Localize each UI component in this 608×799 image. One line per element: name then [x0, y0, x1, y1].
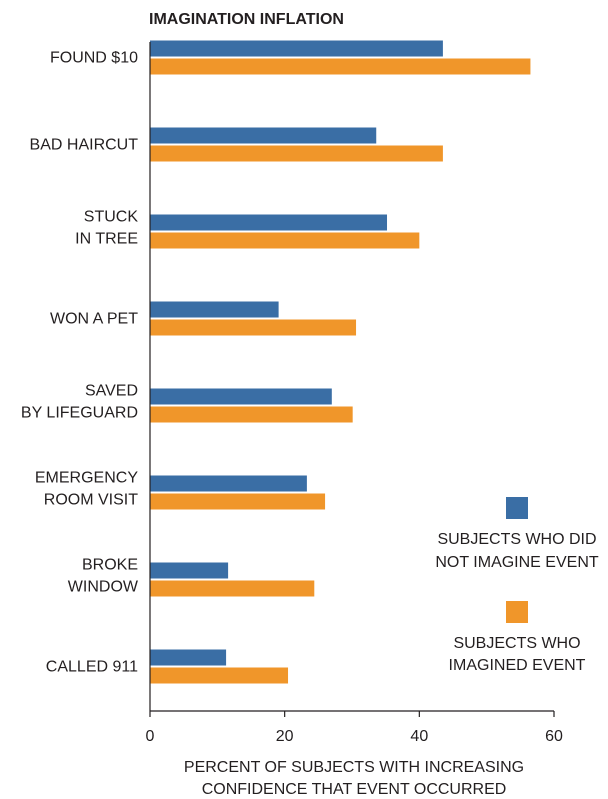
- x-axis-label-line-1: PERCENT OF SUBJECTS WITH INCREASING: [184, 759, 524, 776]
- legend-swatch-did-not-imagine: [506, 497, 528, 519]
- bar-imagined-2: [150, 232, 420, 249]
- bar-did-not-imagine-0: [150, 40, 443, 57]
- bar-did-not-imagine-4: [150, 388, 332, 405]
- category-label-5-line-2: ROOM VISIT: [44, 492, 138, 509]
- legend-label-did-not-imagine-line-1: SUBJECTS WHO DID: [437, 531, 596, 548]
- legend: SUBJECTS WHO DID NOT IMAGINE EVENT SUBJECT…: [435, 497, 599, 674]
- x-tick-label-0: 0: [146, 728, 155, 745]
- x-axis-ticks: 0 20 40 60: [146, 711, 563, 745]
- bar-did-not-imagine-5: [150, 475, 307, 492]
- category-label-0: FOUND $10: [50, 50, 138, 67]
- category-label-2-line-2: IN TREE: [75, 231, 138, 248]
- legend-label-imagined-line-1: SUBJECTS WHO: [453, 635, 580, 652]
- legend-label-imagined-line-2: IMAGINED EVENT: [449, 657, 586, 674]
- category-label-4-line-1: SAVED: [85, 383, 138, 400]
- category-label-7: CALLED 911: [46, 659, 138, 676]
- bar-did-not-imagine-3: [150, 301, 279, 318]
- x-tick-label-20: 20: [276, 728, 294, 745]
- category-label-2-line-1: STUCK: [84, 209, 139, 226]
- category-label-6-line-1: BROKE: [82, 557, 138, 574]
- x-tick-label-40: 40: [410, 728, 428, 745]
- bar-did-not-imagine-7: [150, 649, 227, 666]
- bar-imagined-6: [150, 580, 315, 597]
- bar-imagined-0: [150, 58, 531, 75]
- bar-did-not-imagine-2: [150, 214, 388, 231]
- bar-imagined-1: [150, 145, 443, 162]
- bars-group: [150, 40, 531, 684]
- bar-imagined-3: [150, 319, 357, 336]
- legend-swatch-imagined: [506, 601, 528, 623]
- x-tick-label-60: 60: [545, 728, 563, 745]
- category-label-6-line-2: WINDOW: [68, 579, 139, 596]
- category-label-5-line-1: EMERGENCY: [35, 470, 138, 487]
- bar-imagined-4: [150, 406, 353, 423]
- legend-label-did-not-imagine-line-2: NOT IMAGINE EVENT: [435, 554, 599, 571]
- chart-title: IMAGINATION INFLATION: [149, 11, 344, 28]
- category-label-1: BAD HAIRCUT: [30, 137, 139, 154]
- x-axis-label-line-2: CONFIDENCE THAT EVENT OCCURRED: [202, 781, 507, 798]
- bar-imagined-7: [150, 667, 289, 684]
- bar-did-not-imagine-6: [150, 562, 229, 579]
- category-label-3: WON A PET: [50, 311, 138, 328]
- bar-imagined-5: [150, 493, 326, 510]
- category-label-4-line-2: BY LIFEGUARD: [21, 405, 138, 422]
- bar-did-not-imagine-1: [150, 127, 377, 144]
- category-labels: FOUND $10 BAD HAIRCUT STUCK IN TREE WON A PE…: [21, 50, 139, 676]
